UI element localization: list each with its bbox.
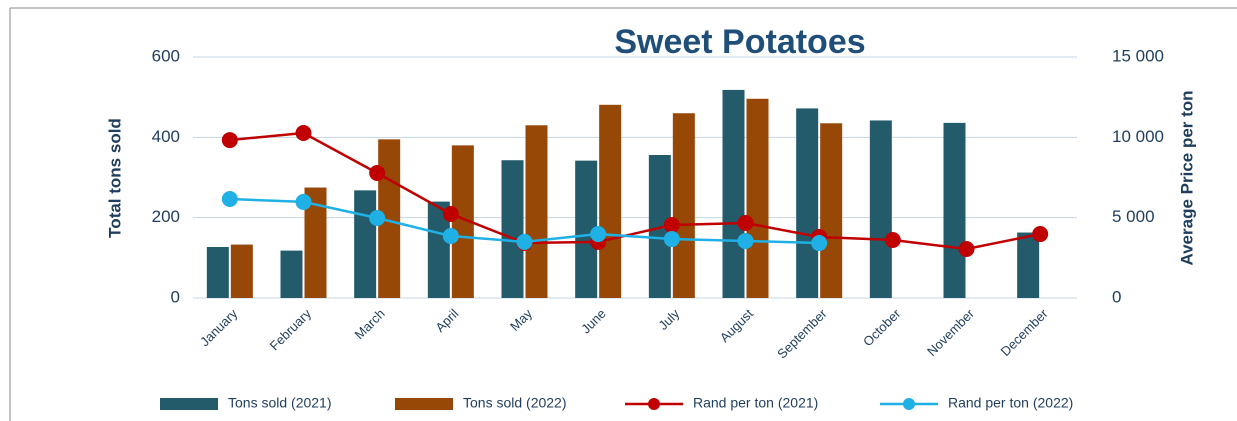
legend-label: Tons sold (2021) [228,395,332,411]
bar [525,125,548,299]
line-marker [884,231,901,248]
line-marker [737,214,754,231]
x-tick-label: March [352,306,388,342]
legend-marker [648,398,660,410]
x-tick-label: October [860,305,904,349]
line-marker [442,205,459,222]
bar [722,89,745,298]
y-tick-label: 400 [152,127,180,146]
y-tick-label: 600 [152,46,180,65]
line-marker [663,231,680,248]
bar [672,113,695,298]
bar [501,160,524,298]
bar [648,155,671,298]
line-marker [811,235,828,252]
x-tick-label: June [578,306,609,337]
y2-tick-label: 10 000 [1112,127,1164,146]
bar [206,246,229,298]
x-tick-label: August [717,306,756,345]
bar [451,145,474,298]
x-tick-label: September [774,305,830,361]
line-marker [663,217,680,234]
legend-marker [903,398,915,410]
x-tick-label: May [507,306,535,334]
y2-tick-label: 15 000 [1112,46,1164,65]
x-tick-label: February [267,306,315,354]
line-marker [295,193,312,210]
bar [1017,232,1040,298]
line-marker [737,232,754,249]
line-marker [1032,226,1049,243]
y-tick-label: 0 [171,287,180,306]
line-marker [590,226,607,243]
line-marker [369,165,386,182]
x-tick-label: November [924,305,977,358]
bar [304,187,327,298]
line-marker [221,191,238,208]
bar [796,108,819,298]
y2-tick-label: 0 [1112,287,1121,306]
line-marker [295,124,312,141]
line-marker [516,233,533,250]
x-tick-label: January [197,306,241,350]
bar [230,244,253,298]
bar [599,104,622,298]
bar [427,201,450,298]
bar [280,250,303,298]
chart-title: Sweet Potatoes [614,23,865,61]
legend-label: Rand per ton (2022) [948,395,1073,411]
legend-label: Tons sold (2022) [463,395,567,411]
y-tick-label: 200 [152,207,180,226]
bar [869,120,892,298]
legend-swatch [160,398,218,410]
bar [575,160,598,298]
legend-label: Rand per ton (2021) [693,395,818,411]
y2-axis-label: Average Price per ton [1177,90,1196,265]
x-tick-label: April [432,306,461,335]
line-marker [369,209,386,226]
x-tick-label: July [655,306,682,333]
bar [354,190,377,298]
y2-tick-label: 5 000 [1112,207,1155,226]
legend-swatch [395,398,453,410]
line [229,131,1041,251]
line-marker [221,132,238,149]
bar [943,122,966,298]
x-tick-label: December [998,305,1051,358]
bar [378,139,401,298]
line-marker [958,240,975,257]
y-axis-label: Total tons sold [105,118,124,238]
bar [820,123,843,299]
bar [746,98,769,298]
line-marker [442,227,459,244]
